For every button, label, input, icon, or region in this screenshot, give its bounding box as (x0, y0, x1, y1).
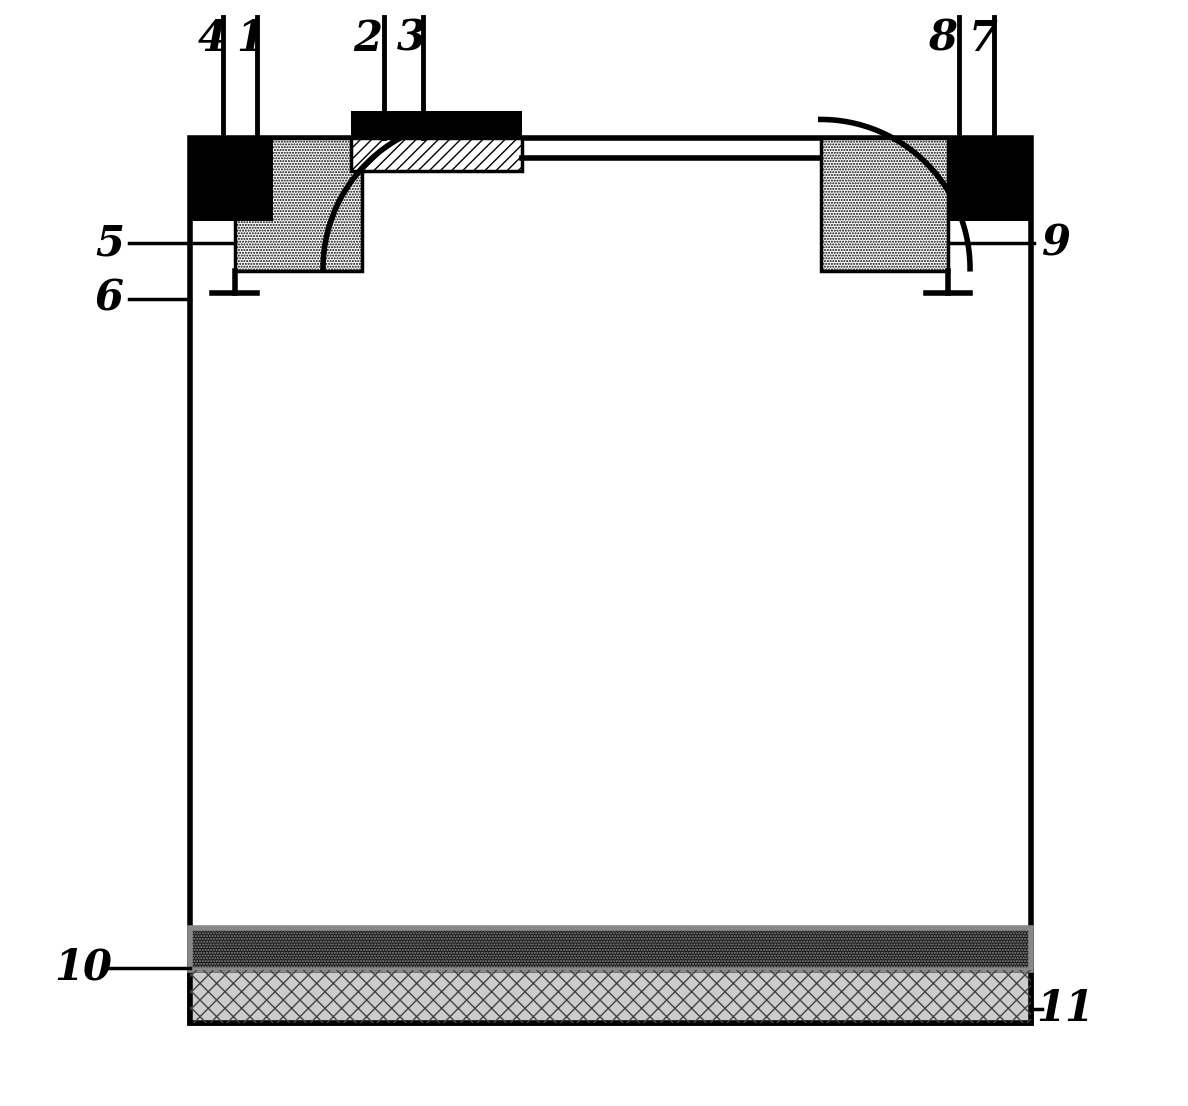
Bar (948, 138, 1031, 221)
Text: 1: 1 (236, 18, 266, 60)
Text: 2: 2 (353, 18, 381, 60)
Bar (821, 138, 948, 271)
Bar (234, 138, 361, 271)
Text: 7: 7 (968, 18, 998, 60)
Bar (190, 970, 1031, 1023)
Bar (190, 138, 1031, 1023)
Text: 5: 5 (95, 222, 124, 264)
Bar (350, 138, 522, 171)
Bar (190, 928, 1031, 970)
Text: 10: 10 (53, 947, 112, 989)
Text: 8: 8 (928, 18, 956, 60)
Text: 11: 11 (1036, 988, 1094, 1030)
Text: 3: 3 (397, 18, 426, 60)
Bar (190, 138, 273, 221)
Text: 9: 9 (1042, 222, 1070, 264)
Bar (190, 970, 1031, 1023)
Bar (190, 928, 1031, 970)
Text: 6: 6 (95, 278, 124, 320)
Text: 4: 4 (198, 18, 227, 60)
Bar (350, 111, 522, 138)
